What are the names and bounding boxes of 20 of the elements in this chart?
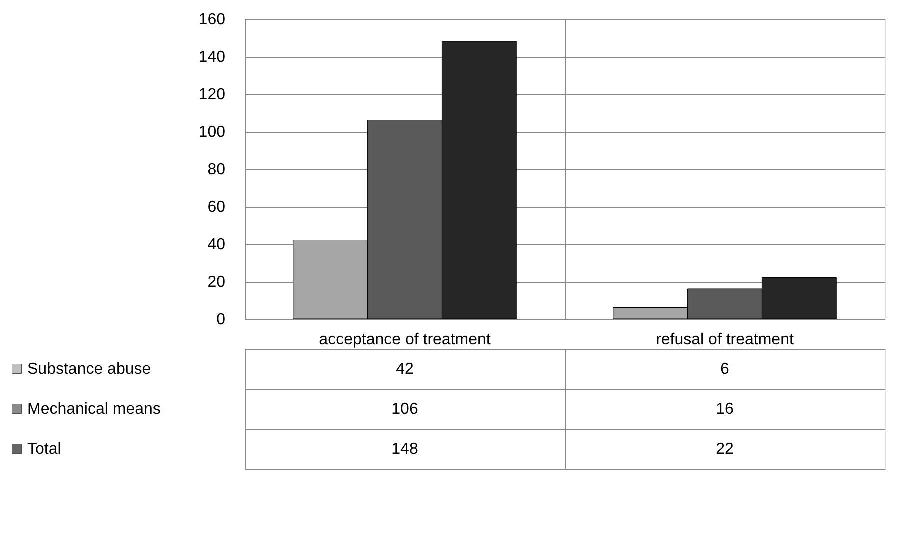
data-label: 106 (392, 401, 418, 418)
y-tick-label: 140 (198, 49, 226, 66)
data-label: 42 (396, 361, 414, 378)
legend-label: Total (28, 441, 62, 458)
x-tick-label: refusal of treatment (656, 332, 794, 348)
y-tick-label: 0 (216, 312, 226, 328)
y-tick-label: 160 (198, 12, 226, 28)
data-label: 148 (392, 441, 418, 458)
data-label: 22 (716, 441, 734, 458)
y-tick-label: 20 (208, 274, 226, 291)
y-tick-label: 40 (208, 236, 226, 254)
y-tick-label: 80 (208, 162, 226, 178)
y-tick-label: 60 (208, 199, 226, 216)
x-tick-label: acceptance of treatment (319, 332, 492, 348)
y-tick-label: 100 (198, 124, 226, 141)
legend-label: Mechanical means (28, 401, 161, 418)
data-label: 16 (716, 401, 734, 418)
data-label: 6 (720, 361, 730, 378)
legend-label: Substance abuse (28, 361, 152, 378)
y-tick-label: 120 (198, 86, 226, 104)
